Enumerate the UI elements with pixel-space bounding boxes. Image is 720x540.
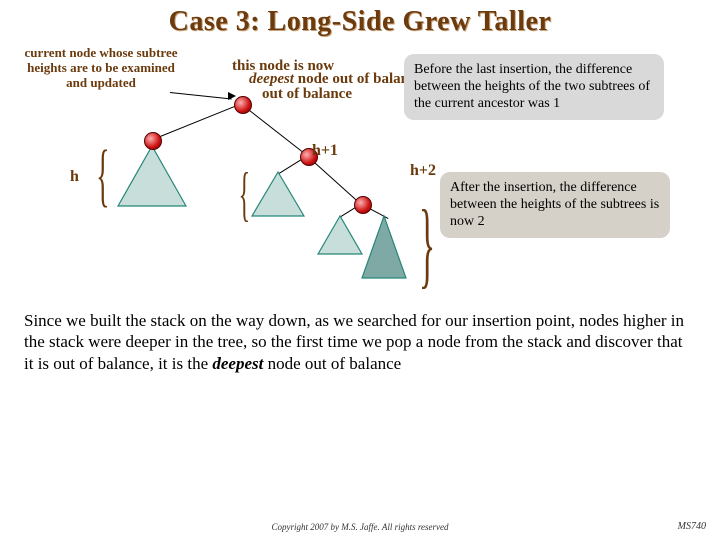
label-h1: h+1 [312,142,338,160]
tree-diagram: { { { h h+1 h+2 [48,90,448,300]
title-text: Case 3: Long-Side Grew Taller [169,6,552,37]
brace-h1: { [239,160,251,229]
bubble-after: After the insertion, the difference betw… [440,172,670,238]
overlay-deepest: deepest [249,71,294,87]
footer-copyright: Copyright 2007 by M.S. Jaffe. All rights… [0,522,720,532]
caption-current-node: current node whose subtree heights are t… [16,46,186,91]
node-left [144,132,162,150]
paragraph-deepest: deepest [212,354,263,373]
label-h: h [70,168,79,186]
slide-title: Case 3: Long-Side Grew Taller Case 3: Lo… [0,6,720,38]
paragraph-part2: node out of balance [263,354,401,373]
node-root [234,96,252,114]
footer-course: MS740 [678,521,706,532]
slide-root: Case 3: Long-Side Grew Taller Case 3: Lo… [0,0,720,540]
main-paragraph: Since we built the stack on the way down… [24,310,696,374]
node-grand-right [354,196,372,214]
brace-h: { [96,136,109,216]
label-h2: h+2 [410,162,436,180]
brace-h2: { [419,188,435,299]
